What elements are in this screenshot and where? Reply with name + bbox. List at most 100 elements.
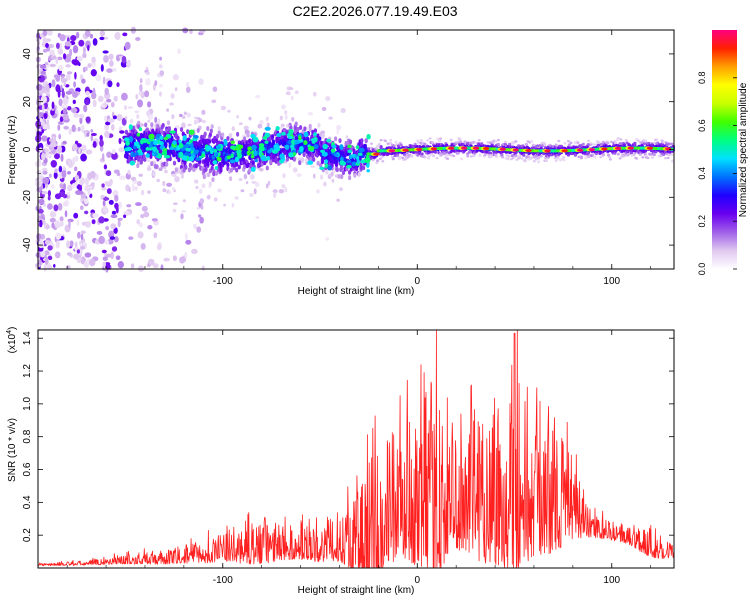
spectrogram-cell bbox=[123, 105, 128, 110]
spectrogram-cell bbox=[62, 104, 67, 109]
spectrogram-cell bbox=[307, 111, 314, 116]
spectrogram-cell bbox=[111, 246, 118, 252]
spectrogram-cell bbox=[86, 185, 94, 190]
spectrogram-cell bbox=[41, 152, 46, 161]
spectrogram-cell bbox=[208, 132, 212, 138]
spectrogram-cell bbox=[258, 145, 265, 152]
spectrogram-cell bbox=[325, 237, 329, 241]
spectrogram-cell bbox=[100, 64, 104, 72]
spectrogram-cell bbox=[357, 172, 361, 177]
spectrogram-x-tick-label: 0 bbox=[414, 276, 420, 287]
spectrogram-cell bbox=[40, 95, 48, 104]
spectrogram-cell bbox=[180, 213, 184, 220]
spectrogram-cell bbox=[336, 128, 339, 135]
spectrogram-cell bbox=[66, 159, 73, 163]
spectrogram-cell bbox=[215, 145, 222, 150]
spectrogram-cell bbox=[136, 180, 143, 187]
spectrogram-cell bbox=[38, 198, 45, 205]
spectrogram-cell bbox=[46, 29, 53, 36]
spectrogram-cell bbox=[64, 41, 71, 47]
spectrogram-cell bbox=[532, 160, 536, 163]
spectrogram-cell bbox=[539, 146, 543, 150]
spectrogram-cell bbox=[364, 157, 371, 164]
spectrogram-cell bbox=[115, 206, 119, 214]
spectrogram-cell bbox=[258, 150, 263, 157]
spectrogram-cell bbox=[344, 141, 348, 146]
spectrogram-cell bbox=[172, 186, 175, 191]
spectrogram-cell bbox=[102, 50, 109, 54]
spectrogram-cell bbox=[110, 251, 114, 260]
spectrogram-cell bbox=[559, 144, 564, 148]
spectrogram-cell bbox=[74, 155, 79, 162]
spectrogram-cell bbox=[337, 174, 341, 179]
spectrogram-cell bbox=[63, 201, 68, 207]
spectrogram-cell bbox=[106, 188, 112, 195]
spectrogram-cell bbox=[273, 192, 277, 199]
spectrogram-cell bbox=[193, 135, 199, 139]
spectrogram-cell bbox=[85, 90, 90, 96]
spectrogram-cell bbox=[172, 74, 180, 81]
spectrogram-cell bbox=[356, 159, 360, 164]
spectrogram-cell bbox=[328, 116, 333, 120]
spectrogram-cell bbox=[110, 214, 118, 219]
spectrogram-cell bbox=[394, 140, 398, 144]
spectrogram-cell bbox=[209, 149, 214, 155]
spectrogram-cell bbox=[537, 160, 541, 164]
spectrogram-cell bbox=[137, 231, 144, 239]
spectrogram-cell bbox=[257, 123, 263, 129]
spectrogram-cell bbox=[254, 158, 258, 163]
spectrogram-cell bbox=[601, 147, 608, 151]
colorbar-gradient bbox=[712, 30, 737, 269]
spectrogram-cell bbox=[608, 156, 611, 159]
spectrogram-cell bbox=[284, 187, 288, 193]
spectrogram-cell bbox=[50, 108, 55, 116]
spectrogram-cell bbox=[214, 138, 219, 144]
spectrogram-cell bbox=[188, 139, 193, 144]
spectrogram-cell bbox=[260, 155, 267, 162]
spectrogram-cell bbox=[107, 238, 114, 245]
spectrogram-cell bbox=[164, 142, 168, 148]
spectrogram-cell bbox=[211, 99, 217, 104]
spectrogram-cell bbox=[110, 223, 117, 230]
spectrogram-cell bbox=[129, 160, 136, 166]
spectrogram-cell bbox=[55, 232, 62, 240]
spectrogram-cell bbox=[563, 142, 567, 145]
spectrogram-cell bbox=[249, 193, 254, 197]
spectrogram-cell bbox=[402, 148, 409, 152]
spectrogram-cell bbox=[107, 80, 113, 88]
spectrogram-cell bbox=[209, 128, 213, 134]
spectrogram-cell bbox=[60, 77, 68, 83]
spectrogram-cell bbox=[236, 115, 240, 119]
snr-y-tick-label: 0.2 bbox=[22, 528, 33, 542]
spectrogram-cell bbox=[226, 155, 231, 160]
spectrogram-cell bbox=[57, 202, 63, 211]
spectrogram-cell bbox=[252, 136, 259, 143]
spectrogram-cell bbox=[153, 232, 158, 239]
spectrogram-cell bbox=[416, 148, 423, 151]
spectrogram-cell bbox=[121, 92, 128, 101]
spectrogram-cell bbox=[340, 161, 347, 166]
spectrogram-cell bbox=[649, 152, 653, 156]
spectrogram-cell bbox=[320, 140, 324, 146]
spectrogram-cell bbox=[472, 154, 476, 158]
spectrogram-cell bbox=[544, 149, 551, 153]
spectrogram-cell bbox=[171, 173, 177, 177]
spectrogram-cell bbox=[59, 116, 64, 123]
spectrogram-cell bbox=[102, 76, 106, 85]
spectrogram-cell bbox=[512, 148, 520, 152]
spectrogram-cell bbox=[139, 84, 143, 92]
spectrogram-cell bbox=[524, 142, 529, 146]
spectrogram-cell bbox=[196, 226, 202, 233]
spectrogram-cell bbox=[45, 151, 49, 159]
spectrogram-cell bbox=[103, 101, 107, 107]
spectrogram-cell bbox=[193, 223, 197, 230]
spectrogram-cell bbox=[379, 145, 383, 149]
spectrogram-cell bbox=[137, 99, 143, 108]
spectrogram-y-tick-label: -20 bbox=[22, 190, 33, 205]
spectrogram-cell bbox=[378, 157, 382, 160]
spectrogram-cell bbox=[92, 213, 99, 219]
spectrogram-cell bbox=[90, 69, 97, 77]
spectrogram-cell bbox=[172, 160, 177, 166]
spectrogram-cell bbox=[105, 262, 111, 266]
spectrogram-cell bbox=[212, 160, 218, 165]
